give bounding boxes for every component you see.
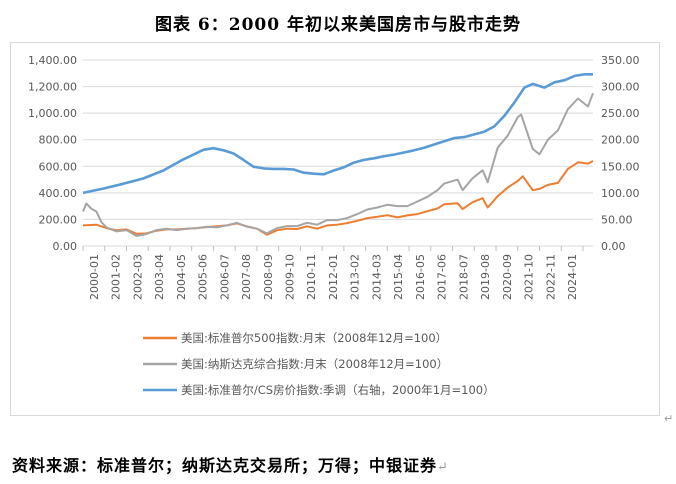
legend-label-1: 美国:标准普尔500指数:月末（2008年12月=100） bbox=[181, 331, 447, 345]
x-tick-label: 2007-08 bbox=[240, 254, 253, 300]
x-tick-label: 2013-02 bbox=[349, 254, 362, 300]
paragraph-mark: ↵ bbox=[664, 412, 674, 425]
right-tick-label: 200.00 bbox=[601, 134, 640, 147]
source-note: 资料来源：标准普尔；纳斯达克交易所；万得；中银证券↵ bbox=[12, 452, 449, 476]
series-line-3 bbox=[82, 73, 593, 195]
left-tick-label: 0.00 bbox=[53, 240, 78, 253]
right-tick-label: 300.00 bbox=[601, 81, 640, 94]
x-tick-label: 2015-04 bbox=[392, 254, 405, 300]
chart-frame: 0.00 200.00 400.00 600.00 800.00 1,000.00 1,20… bbox=[10, 42, 660, 416]
left-tick-label: 1,000.00 bbox=[28, 107, 77, 120]
left-tick-label: 800.00 bbox=[39, 134, 78, 147]
legend: 美国:标准普尔500指数:月末（2008年12月=100） 美国:纳斯达克综合指数… bbox=[143, 331, 495, 397]
x-tick-label: 2004-05 bbox=[175, 254, 188, 300]
x-axis-ticks: 2000-01 2001-02 2002-03 2003-04 2004-05 2005-… bbox=[82, 246, 584, 300]
right-tick-label: 250.00 bbox=[601, 107, 640, 120]
x-tick-label: 2001-02 bbox=[110, 254, 123, 300]
series-lines bbox=[82, 73, 594, 237]
series-line-2 bbox=[82, 92, 594, 237]
left-tick-label: 200.00 bbox=[39, 213, 78, 226]
right-tick-label: 100.00 bbox=[601, 187, 640, 200]
legend-label-2: 美国:纳斯达克综合指数:月末（2008年12月=100） bbox=[181, 357, 448, 371]
x-tick-label: 2014-03 bbox=[370, 254, 383, 300]
x-tick-label: 2018-07 bbox=[457, 254, 470, 300]
line-chart: 0.00 200.00 400.00 600.00 800.00 1,000.00 1,20… bbox=[28, 54, 640, 397]
left-tick-label: 1,400.00 bbox=[28, 54, 77, 67]
chart-title: 图表 6：2000 年初以来美国房市与股市走势 bbox=[155, 15, 521, 35]
right-axis-ticks: 0.00 50.00 100.00 150.00 200.00 250.00 300.00 3… bbox=[601, 54, 640, 253]
x-tick-label: 2021-10 bbox=[523, 254, 536, 300]
left-tick-label: 1,200.00 bbox=[28, 81, 77, 94]
x-tick-label: 2005-06 bbox=[197, 254, 210, 300]
x-tick-label: 2002-03 bbox=[131, 254, 144, 300]
x-tick-label: 2003-04 bbox=[153, 254, 166, 300]
gridlines bbox=[83, 59, 593, 247]
x-tick-label: 2020-09 bbox=[501, 254, 514, 300]
x-tick-label: 2022-11 bbox=[544, 254, 557, 300]
right-tick-label: 150.00 bbox=[601, 160, 640, 173]
x-tick-label: 2000-01 bbox=[88, 254, 101, 300]
x-tick-label: 2019-08 bbox=[479, 254, 492, 300]
x-tick-label: 2012-01 bbox=[327, 254, 340, 300]
x-tick-label: 2006-07 bbox=[218, 254, 231, 300]
x-tick-label: 2017-06 bbox=[436, 254, 449, 300]
left-tick-label: 600.00 bbox=[39, 160, 78, 173]
paragraph-mark: ↵ bbox=[437, 460, 449, 475]
x-tick-label: 2010-11 bbox=[305, 254, 318, 300]
x-tick-label: 2016-05 bbox=[414, 254, 427, 300]
right-tick-label: 0.00 bbox=[601, 240, 626, 253]
right-tick-label: 50.00 bbox=[601, 213, 633, 226]
x-tick-label: 2024-01 bbox=[566, 254, 579, 300]
x-tick-label: 2009-10 bbox=[284, 254, 297, 300]
left-axis-ticks: 0.00 200.00 400.00 600.00 800.00 1,000.00 1,20… bbox=[28, 54, 77, 253]
x-tick-label: 2008-09 bbox=[262, 254, 275, 300]
legend-label-3: 美国:标准普尔/CS房价指数:季调（右轴，2000年1月=100） bbox=[181, 383, 495, 397]
right-tick-label: 350.00 bbox=[601, 54, 640, 67]
left-tick-label: 400.00 bbox=[39, 187, 78, 200]
source-text: 资料来源：标准普尔；纳斯达克交易所；万得；中银证券 bbox=[12, 456, 438, 475]
